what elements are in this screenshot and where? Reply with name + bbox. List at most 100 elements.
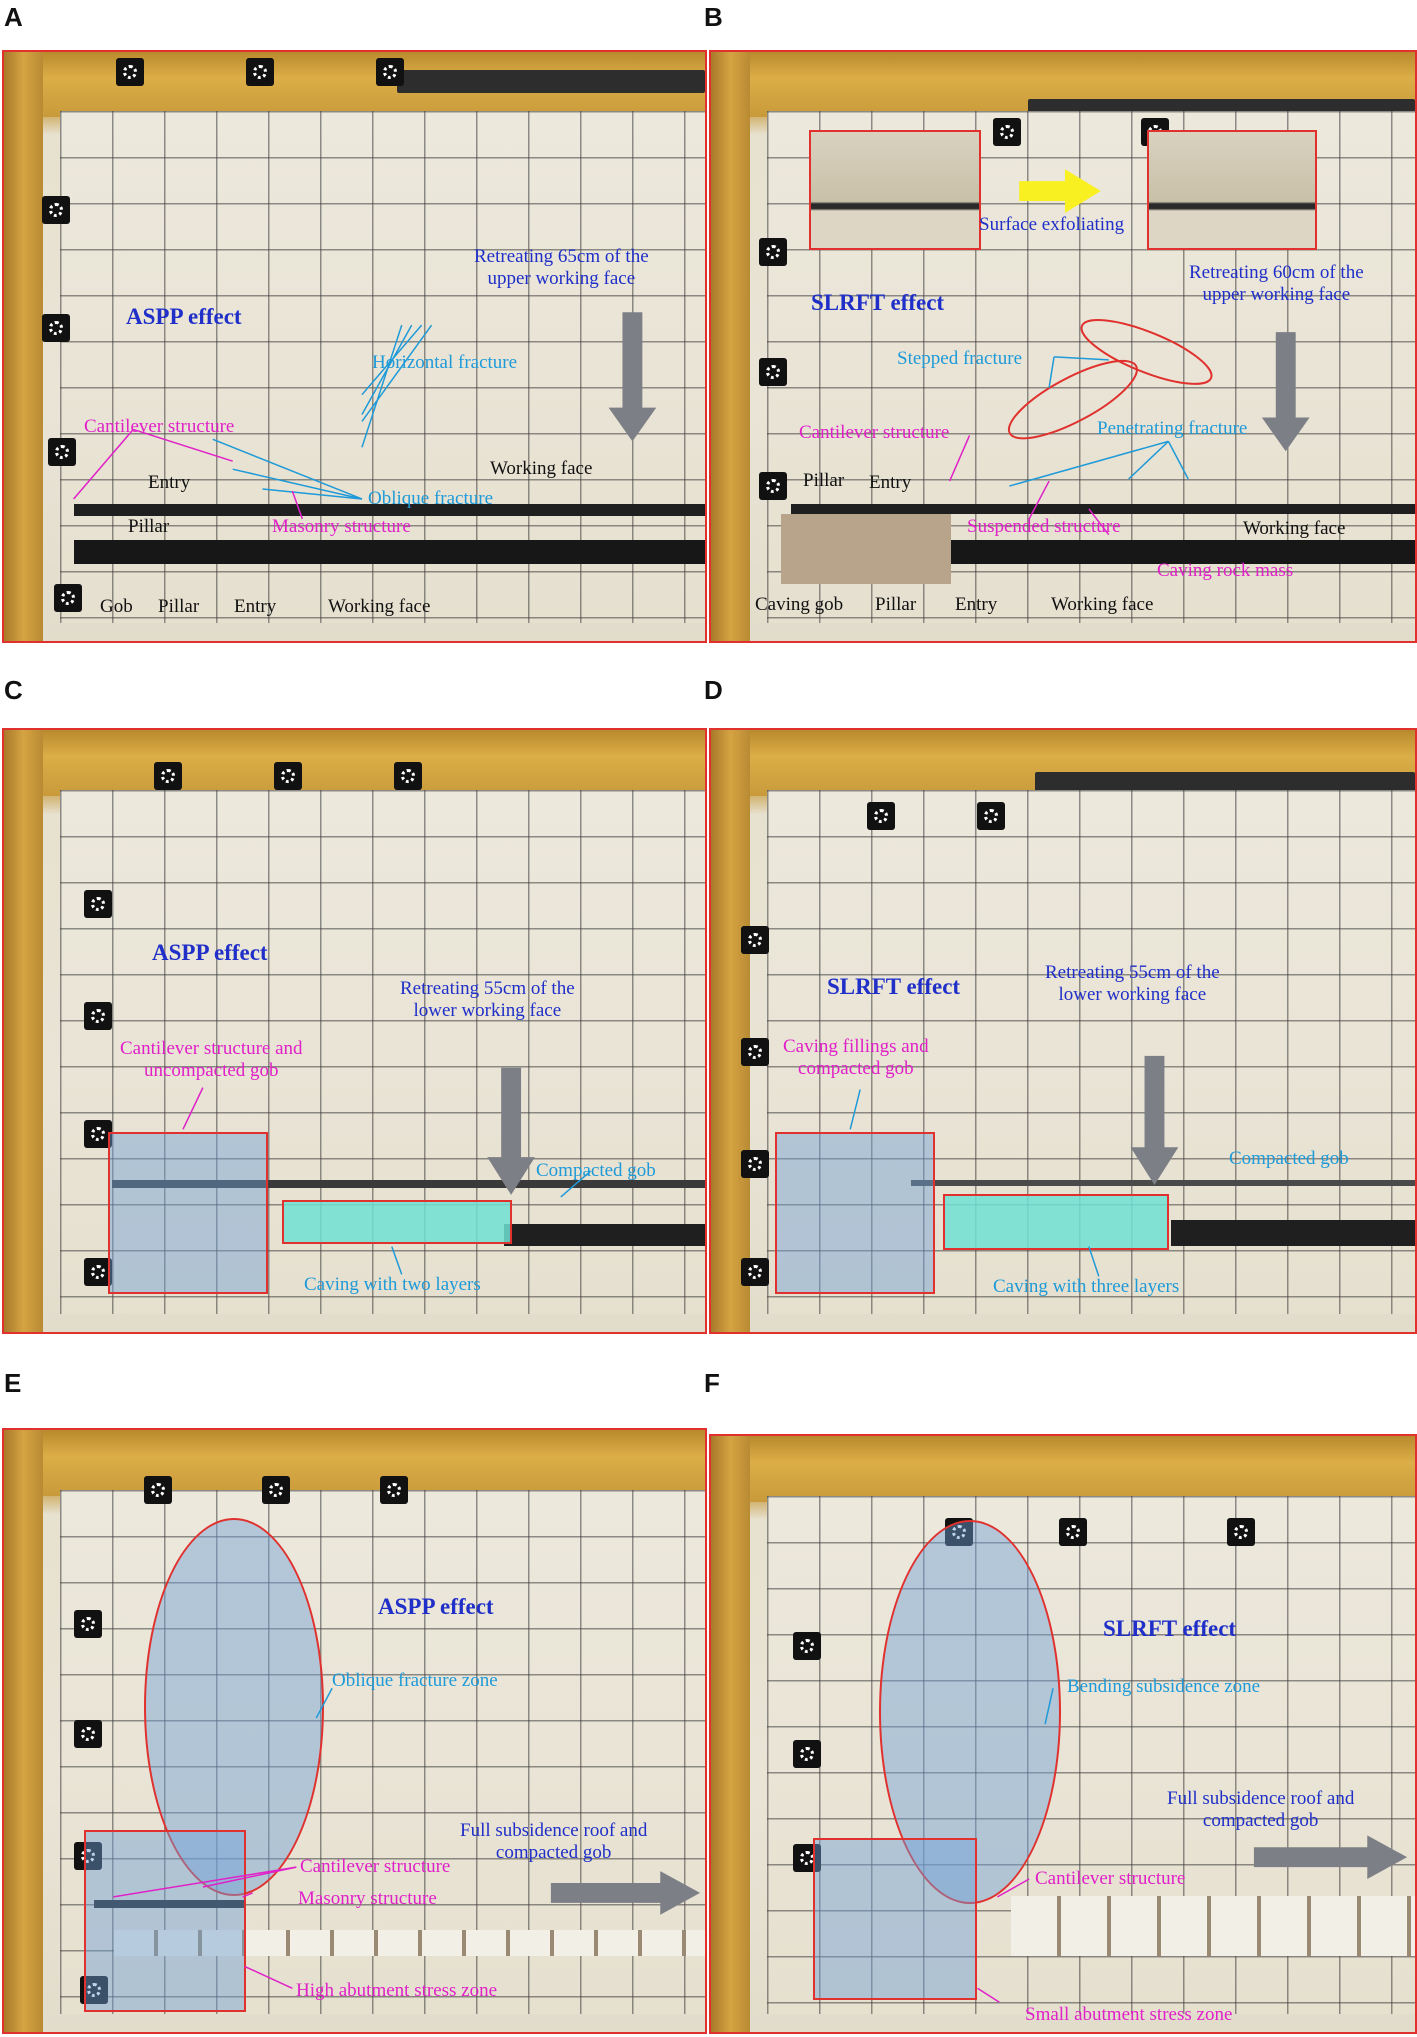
- oblique-fracture-label: Oblique fracture: [368, 488, 494, 509]
- caving-gob-label: Caving gob: [755, 594, 844, 615]
- marker-icon: [394, 762, 422, 790]
- lower-coal-seam: [951, 540, 1415, 564]
- full-subsidence-label: Full subsidence roof and compacted gob: [460, 1820, 648, 1863]
- full-subsidence-label: Full subsidence roof and compacted gob: [1167, 1788, 1355, 1831]
- marker-icon: [246, 58, 274, 86]
- pillar-upper-label: Pillar: [128, 516, 170, 537]
- panel-c-retreat-label: Retreating 55cm of the lower working fac…: [400, 978, 575, 1021]
- marker-icon: [74, 1842, 102, 1870]
- marker-icon: [84, 1258, 112, 1286]
- marker-icon: [759, 238, 787, 266]
- compacted-gob-layer: [1011, 1896, 1415, 1956]
- lower-coal-seam: [1171, 1220, 1415, 1246]
- abutment-stress-label: High abutment stress zone: [296, 1980, 498, 2001]
- marker-icon: [262, 1476, 290, 1504]
- upper-coal-seam: [911, 1180, 1415, 1186]
- working-face-lower-label: Working face: [1051, 594, 1154, 615]
- caving-rock-mass-label: Caving rock mass: [1157, 560, 1294, 581]
- panel-e-photo: ASPP effect Oblique fracture zone Full s…: [2, 1428, 707, 2034]
- panel-d-retreat-label: Retreating 55cm of the lower working fac…: [1045, 962, 1220, 1005]
- panel-b-photo: Surface exfoliating SLRFT effect Retreat…: [709, 50, 1417, 643]
- marker-icon: [74, 1610, 102, 1638]
- upper-coal-seam: [791, 504, 1415, 514]
- entry-lower-label: Entry: [234, 596, 277, 617]
- marker-icon: [54, 584, 82, 612]
- marker-icon: [741, 926, 769, 954]
- bending-subsidence-zone: [879, 1520, 1061, 1904]
- compacted-gob-layer: [114, 1930, 705, 1956]
- lower-coal-seam: [504, 1224, 705, 1246]
- panel-b-retreat-label: Retreating 60cm of the upper working fac…: [1189, 262, 1364, 305]
- marker-icon: [154, 762, 182, 790]
- panel-f-photo: SLRFT effect Bending subsidence zone Ful…: [709, 1434, 1417, 2034]
- panel-a-photo: ASPP effect Retreating 65cm of the upper…: [2, 50, 707, 643]
- inset-after-photo: [1147, 130, 1317, 250]
- marker-icon: [144, 1476, 172, 1504]
- panel-e-effect-title: ASPP effect: [378, 1594, 494, 1619]
- marker-icon: [376, 58, 404, 86]
- caving-fillings-label: Caving fillings and compacted gob: [783, 1036, 929, 1079]
- lower-coal-seam: [74, 540, 705, 564]
- marker-icon: [274, 762, 302, 790]
- stepped-fracture-label: Stepped fracture: [897, 348, 1023, 369]
- cantilever-structure-label: Cantilever structure: [799, 422, 950, 443]
- caving-fillings-box: [775, 1132, 935, 1294]
- upper-coal-seam: [112, 1180, 705, 1188]
- marker-icon: [116, 58, 144, 86]
- penetrating-fracture-label: Penetrating fracture: [1097, 418, 1248, 439]
- abutment-stress-box: [813, 1838, 977, 2000]
- panel-letter-b: B: [704, 2, 723, 32]
- panel-a-retreat-label: Retreating 65cm of the upper working fac…: [474, 246, 649, 289]
- marker-icon: [42, 196, 70, 224]
- compacted-gob-label: Compacted gob: [1229, 1148, 1349, 1169]
- panel-d-photo: SLRFT effect Retreating 55cm of the lowe…: [709, 728, 1417, 1334]
- abutment-stress-box: [84, 1830, 246, 2012]
- entry-lower-label: Entry: [955, 594, 998, 615]
- marker-icon: [1059, 1518, 1087, 1546]
- panel-letter-d: D: [704, 675, 723, 705]
- caving-layers-label: Caving with three layers: [993, 1276, 1180, 1297]
- marker-icon: [793, 1844, 821, 1872]
- cantilever-structure-label: Cantilever structure: [84, 416, 235, 437]
- marker-icon: [380, 1476, 408, 1504]
- cantilever-structure-label: Cantilever structure: [300, 1856, 451, 1877]
- marker-icon: [84, 1002, 112, 1030]
- pillar-lower-label: Pillar: [158, 596, 200, 617]
- entry-upper-label: Entry: [869, 472, 912, 493]
- marker-icon: [84, 1120, 112, 1148]
- marker-icon: [48, 438, 76, 466]
- panel-b-effect-title: SLRFT effect: [811, 290, 945, 315]
- caving-gob-fill: [781, 514, 951, 584]
- suspended-structure-label: Suspended structure: [967, 516, 1121, 537]
- oblique-fracture-zone-label: Oblique fracture zone: [332, 1670, 498, 1691]
- marker-icon: [741, 1150, 769, 1178]
- marker-icon: [977, 802, 1005, 830]
- panel-letter-e: E: [4, 1368, 22, 1398]
- abutment-stress-label: Small abutment stress zone: [1025, 2004, 1233, 2025]
- caving-layers-box: [282, 1200, 512, 1244]
- panel-f-effect-title: SLRFT effect: [1103, 1616, 1237, 1641]
- horizontal-fracture-label: Horizontal fracture: [372, 352, 518, 373]
- marker-icon: [759, 472, 787, 500]
- panel-c-effect-title: ASPP effect: [152, 940, 268, 965]
- marker-icon: [867, 802, 895, 830]
- marker-icon: [42, 314, 70, 342]
- marker-icon: [1227, 1518, 1255, 1546]
- gob-label: Gob: [100, 596, 133, 617]
- cantilever-gob-box: [108, 1132, 268, 1294]
- marker-icon: [741, 1038, 769, 1066]
- marker-icon: [74, 1720, 102, 1748]
- marker-icon: [993, 118, 1021, 146]
- caving-layers-box: [943, 1194, 1169, 1250]
- marker-icon: [793, 1740, 821, 1768]
- caving-layers-label: Caving with two layers: [304, 1274, 481, 1295]
- panel-letter-f: F: [704, 1368, 720, 1398]
- pillar-lower-label: Pillar: [875, 594, 917, 615]
- marker-icon: [741, 1258, 769, 1286]
- marker-icon: [793, 1632, 821, 1660]
- panel-c-photo: ASPP effect Retreating 55cm of the lower…: [2, 728, 707, 1334]
- masonry-structure-label: Masonry structure: [298, 1888, 437, 1909]
- working-face-upper-label: Working face: [1243, 518, 1346, 539]
- entry-upper-label: Entry: [148, 472, 191, 493]
- working-face-lower-label: Working face: [328, 596, 431, 617]
